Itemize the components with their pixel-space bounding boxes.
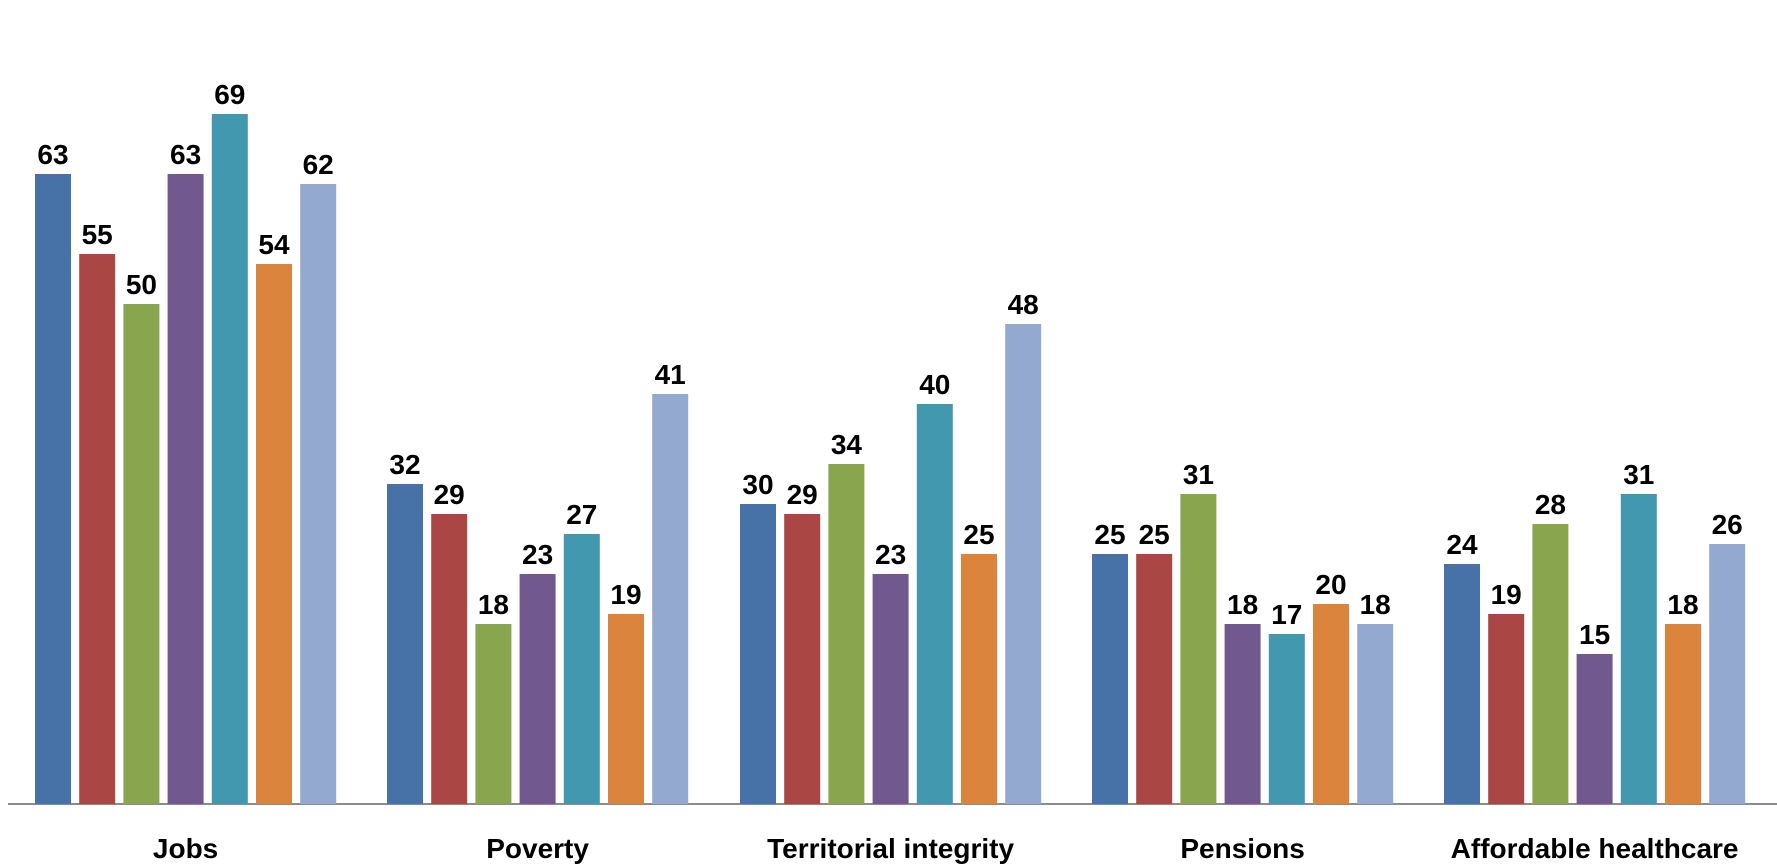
bar-jobs-s2 — [79, 254, 116, 804]
data-label: 40 — [919, 369, 950, 400]
data-label: 18 — [1667, 589, 1698, 620]
data-label: 18 — [1360, 589, 1391, 620]
data-label: 48 — [1008, 289, 1039, 320]
data-label: 63 — [37, 139, 68, 170]
bar-territorial-integrity-s2 — [784, 514, 821, 804]
data-label: 62 — [303, 149, 334, 180]
data-label: 28 — [1535, 489, 1566, 520]
bar-pensions-s4 — [1224, 624, 1261, 804]
bar-affordable-healthcare-s1 — [1444, 564, 1480, 804]
data-label: 24 — [1446, 529, 1478, 560]
bar-poverty-s1 — [387, 484, 423, 804]
data-label: 23 — [875, 539, 906, 570]
value-labels-layer: 63 55 50 63 69 54 62 32 29 18 23 27 19 41 30 29 34 23 40 25… — [37, 79, 1742, 650]
bar-jobs-s1 — [35, 174, 71, 804]
bar-affordable-healthcare-s6 — [1665, 624, 1701, 804]
bar-poverty-s5 — [563, 534, 600, 804]
data-label: 31 — [1183, 459, 1214, 490]
bar-territorial-integrity-s3 — [828, 464, 865, 804]
bar-territorial-integrity-s1 — [740, 504, 776, 804]
bar-affordable-healthcare-s4 — [1576, 654, 1613, 804]
bar-territorial-integrity-s4 — [872, 574, 909, 804]
data-label: 27 — [566, 499, 597, 530]
category-label-pensions: Pensions — [1180, 833, 1304, 864]
bar-poverty-s6 — [608, 614, 644, 804]
data-label: 29 — [434, 479, 465, 510]
bar-affordable-healthcare-s2 — [1488, 614, 1525, 804]
bar-pensions-s1 — [1092, 554, 1128, 804]
bar-pensions-s3 — [1180, 494, 1217, 804]
category-label-poverty: Poverty — [486, 833, 589, 864]
data-label: 34 — [831, 429, 863, 460]
bar-territorial-integrity-s5 — [916, 404, 953, 804]
data-label: 17 — [1271, 599, 1302, 630]
data-label: 32 — [389, 449, 420, 480]
bar-poverty-s3 — [475, 624, 512, 804]
bar-jobs-s7 — [300, 184, 337, 804]
bar-poverty-s7 — [652, 394, 689, 804]
data-label: 25 — [1139, 519, 1170, 550]
data-label: 25 — [963, 519, 994, 550]
data-label: 25 — [1094, 519, 1125, 550]
bar-jobs-s4 — [167, 174, 204, 804]
data-label: 50 — [126, 269, 157, 300]
category-label-jobs: Jobs — [153, 833, 218, 864]
data-label: 63 — [170, 139, 201, 170]
bars-layer — [35, 114, 1746, 804]
data-label: 54 — [258, 229, 290, 260]
data-label: 18 — [1227, 589, 1258, 620]
bar-pensions-s2 — [1136, 554, 1173, 804]
bar-pensions-s6 — [1313, 604, 1349, 804]
bar-jobs-s6 — [256, 264, 292, 804]
data-label: 18 — [478, 589, 509, 620]
bar-pensions-s7 — [1357, 624, 1394, 804]
bar-territorial-integrity-s7 — [1005, 324, 1042, 804]
bar-pensions-s5 — [1268, 634, 1305, 804]
data-label: 23 — [522, 539, 553, 570]
bar-jobs-s5 — [211, 114, 248, 804]
bar-poverty-s4 — [519, 574, 556, 804]
data-label: 41 — [655, 359, 686, 390]
data-label: 19 — [610, 579, 641, 610]
bar-affordable-healthcare-s5 — [1620, 494, 1657, 804]
data-label: 29 — [787, 479, 818, 510]
data-label: 69 — [214, 79, 245, 110]
data-label: 55 — [82, 219, 113, 250]
data-label: 20 — [1315, 569, 1346, 600]
category-label-territorial-integrity: Territorial integrity — [767, 833, 1014, 864]
data-label: 15 — [1579, 619, 1610, 650]
data-label: 30 — [742, 469, 773, 500]
bar-jobs-s3 — [123, 304, 160, 804]
bar-poverty-s2 — [431, 514, 468, 804]
data-label: 19 — [1491, 579, 1522, 610]
bar-territorial-integrity-s6 — [961, 554, 997, 804]
category-label-affordable-healthcare: Affordable healthcare — [1451, 833, 1739, 864]
data-label: 26 — [1712, 509, 1743, 540]
bar-affordable-healthcare-s7 — [1709, 544, 1746, 804]
bar-affordable-healthcare-s3 — [1532, 524, 1569, 804]
data-label: 31 — [1623, 459, 1654, 490]
category-labels-layer: Jobs Poverty Territorial integrity Pensions… — [153, 833, 1739, 864]
